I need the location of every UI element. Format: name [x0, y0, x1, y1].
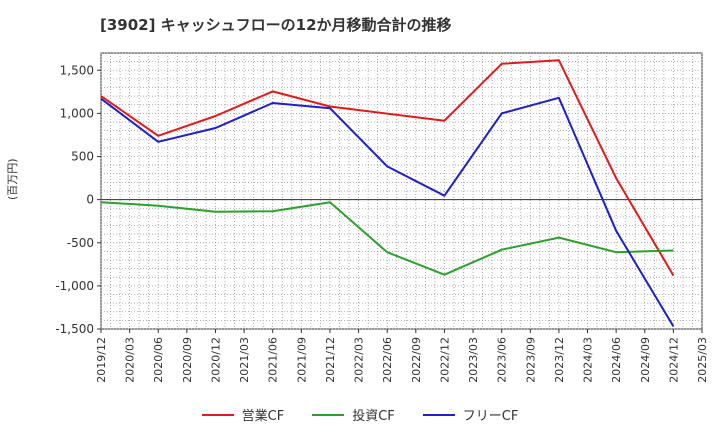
x-tick-label: 2020/03	[124, 337, 137, 383]
series-line-0	[100, 59, 675, 277]
x-tick-label: 2022/06	[381, 337, 394, 383]
x-tick-label: 2021/03	[238, 337, 251, 383]
x-tick-label: 2025/03	[696, 337, 709, 383]
y-tick-label: -1,500	[55, 322, 94, 336]
legend: 営業CF 投資CF フリーCF	[0, 405, 720, 424]
legend-label-investing: 投資CF	[352, 409, 395, 424]
legend-item-operating: 営業CF	[201, 405, 285, 424]
y-tick-label: 500	[71, 150, 94, 164]
legend-item-investing: 投資CF	[312, 405, 395, 424]
x-tick-label: 2024/06	[610, 337, 623, 383]
legend-item-free: フリーCF	[422, 405, 519, 424]
y-tick-label: -1,000	[55, 279, 94, 293]
x-tick-label: 2024/09	[639, 337, 652, 383]
x-tick-label: 2020/06	[152, 337, 165, 383]
x-tick-label: 2022/09	[410, 337, 423, 383]
x-tick-label: 2021/06	[267, 337, 280, 383]
y-tick-label: 1,500	[60, 63, 94, 77]
y-tick-label: -500	[67, 236, 94, 250]
x-tick-label: 2022/12	[438, 337, 451, 383]
legend-label-free: フリーCF	[462, 409, 519, 424]
x-tick-label: 2021/09	[295, 337, 308, 383]
series-line-1	[100, 201, 674, 276]
x-tick-label: 2019/12	[95, 337, 108, 383]
series-line-2	[100, 96, 675, 327]
x-tick-label: 2021/12	[324, 337, 337, 383]
x-tick-label: 2024/12	[667, 337, 680, 383]
x-tick-label: 2022/03	[353, 337, 366, 383]
y-tick-label: 0	[86, 193, 94, 207]
x-tick-label: 2023/06	[496, 337, 509, 383]
legend-swatch-operating	[201, 413, 234, 416]
chart-title: [3902] キャッシュフローの12か月移動合計の推移	[100, 16, 452, 34]
legend-label-operating: 営業CF	[241, 409, 285, 424]
y-tick-label: 1,000	[60, 106, 94, 120]
x-tick-label: 2023/09	[524, 337, 537, 383]
x-tick-label: 2020/09	[181, 337, 194, 383]
x-tick-label: 2024/03	[582, 337, 595, 383]
x-tick-label: 2023/12	[553, 337, 566, 383]
x-tick-label: 2023/03	[467, 337, 480, 383]
x-tick-label: 2020/12	[209, 337, 222, 383]
legend-swatch-investing	[312, 413, 345, 416]
legend-swatch-free	[422, 413, 455, 416]
